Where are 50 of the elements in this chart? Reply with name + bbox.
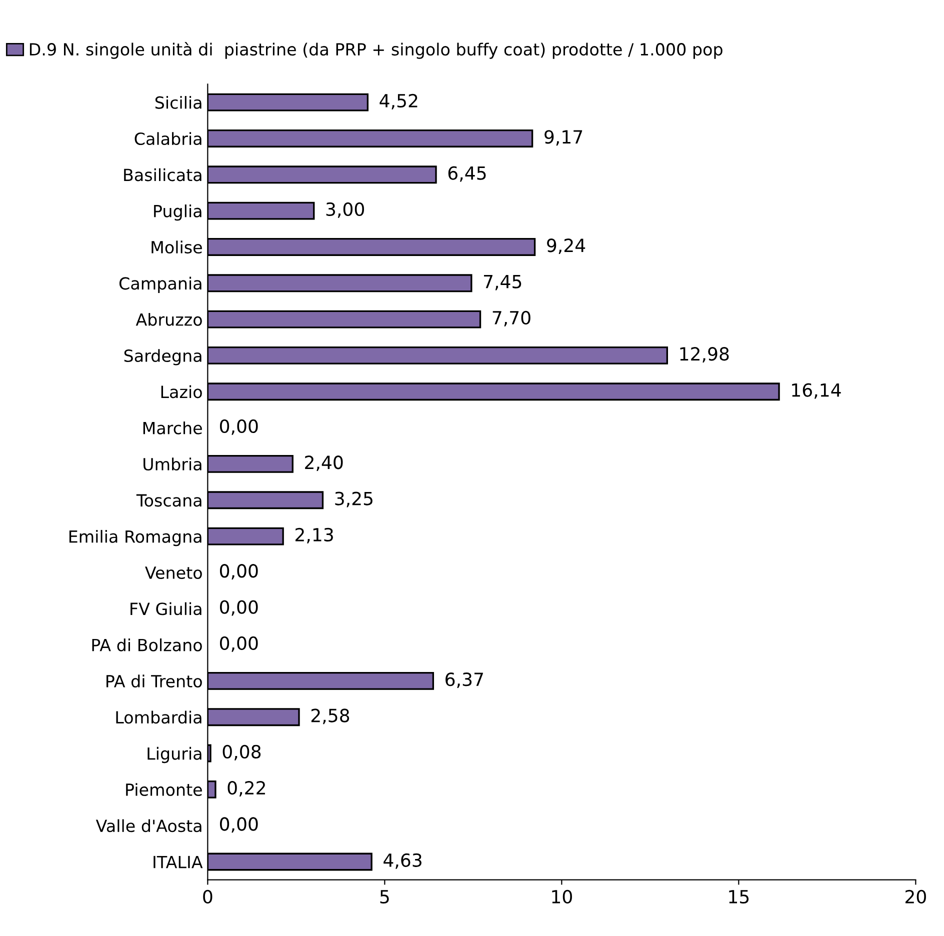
legend-label: D.9 N. singole unità di piastrine (da PRP + singolo buffy coat) prodotte / 1.000 pop: [30, 42, 722, 59]
data-label: 0,00: [220, 817, 258, 833]
data-label: 2,40: [305, 456, 343, 472]
y-tick-label: Emilia Romagna: [69, 530, 202, 546]
data-label: 7,70: [492, 310, 530, 326]
data-label: 3,25: [335, 492, 372, 508]
data-label: 0,00: [220, 636, 258, 652]
y-tick-label: FV Giulia: [130, 602, 202, 616]
y-tick-label: Sicilia: [155, 96, 202, 109]
y-tick-label: PA di Bolzano: [92, 638, 202, 652]
y-tick-label: Campania: [119, 276, 202, 293]
data-label: 0,00: [220, 564, 258, 580]
y-tick-label: Abruzzo: [136, 312, 202, 326]
y-tick-label: Puglia: [154, 204, 202, 221]
y-tick-label: Umbria: [144, 458, 202, 471]
data-label: 2,13: [296, 528, 333, 544]
data-label: 9,17: [544, 130, 582, 146]
y-tick-label: Liguria: [148, 746, 202, 764]
y-tick-label: Valle d'Aosta: [96, 819, 202, 832]
data-label: 0,22: [228, 781, 265, 797]
data-label: 9,24: [547, 238, 586, 254]
x-tick-label: 5: [380, 890, 389, 904]
y-tick-label: Lombardia: [116, 710, 202, 724]
y-tick-label: ITALIA: [154, 856, 203, 868]
data-label: 0,00: [220, 419, 258, 435]
data-label: 4,63: [384, 853, 422, 869]
data-label: 2,58: [311, 708, 350, 724]
data-label: 3,00: [326, 202, 364, 218]
x-tick-label: 0: [203, 890, 212, 904]
data-label: 16,14: [792, 383, 841, 399]
data-label: 7,45: [484, 274, 522, 290]
data-label: 6,37: [446, 672, 483, 688]
data-label: 4,52: [380, 94, 418, 110]
x-tick-label: 20: [906, 890, 926, 904]
data-label: 0,00: [220, 600, 258, 616]
y-tick-label: Calabria: [134, 132, 202, 146]
y-tick-label: Toscana: [136, 494, 202, 507]
y-tick-label: Lazio: [161, 385, 202, 398]
x-tick-label: 10: [552, 890, 572, 904]
y-tick-label: PA di Trento: [106, 674, 202, 688]
data-label: 6,45: [448, 166, 486, 182]
y-tick-label: Veneto: [145, 566, 202, 580]
y-tick-label: Sardegna: [124, 349, 202, 366]
y-tick-label: Basilicata: [124, 168, 202, 182]
data-label: 12,98: [680, 347, 729, 363]
y-tick-label: Marche: [143, 421, 202, 434]
y-tick-label: Molise: [152, 240, 202, 254]
x-tick-label: 15: [729, 890, 749, 904]
y-tick-label: Piemonte: [126, 783, 202, 796]
data-label: 0,08: [222, 744, 261, 760]
